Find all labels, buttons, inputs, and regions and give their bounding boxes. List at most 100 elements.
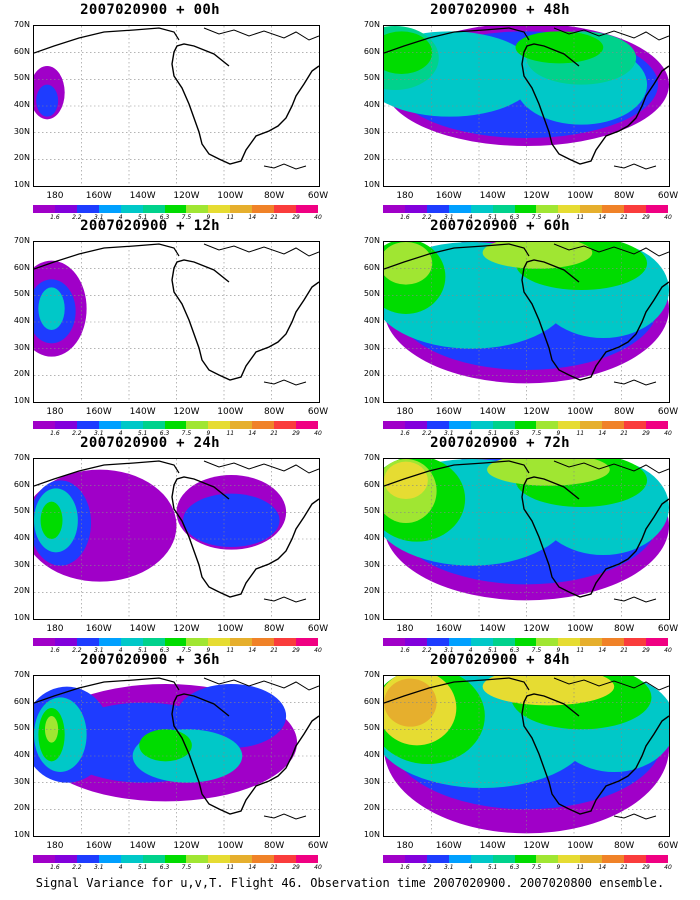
colorbar [383,638,668,646]
colorbar-label: 11 [576,647,585,654]
colorbar-swatch [164,205,187,213]
coastline [384,677,530,704]
map-panel: 2007020900 + 84h 70N 60N 50N 40N 30N 20N 10N 180… [350,652,678,871]
colorbar-label: 2.2 [422,430,432,437]
colorbar-label: 1.6 [400,647,410,654]
colorbar-swatch [120,638,143,646]
colorbar-label: 14 [598,214,607,221]
colorbar-swatch [470,421,493,429]
colorbar-swatch [274,855,297,863]
colorbar-swatch [492,855,515,863]
colorbar-swatch [558,205,581,213]
y-tick-label: 50N [363,723,380,733]
colorbar-label: 11 [576,214,585,221]
colorbar-swatch [164,421,187,429]
y-tick-label: 20N [13,586,30,596]
colorbar-label: 5.1 [137,647,148,654]
colorbar-swatch [448,421,471,429]
y-tick-label: 50N [363,289,380,299]
colorbar [383,421,668,429]
colorbar-label: 5.1 [137,864,148,871]
y-tick-label: 10N [363,830,380,839]
colorbar-swatch [383,205,405,213]
x-tick-label: 60W [307,407,329,417]
colorbar [33,638,318,646]
variance-field [384,459,669,619]
colorbar-label: 9 [556,647,561,654]
colorbar-label: 3.1 [443,647,454,654]
y-tick-label: 10N [363,396,380,405]
colorbar-label: 9 [206,214,211,221]
colorbar-swatch [383,421,405,429]
colorbar-label: 14 [598,864,607,871]
colorbar-swatch [120,421,143,429]
y-tick-label: 70N [363,670,380,679]
y-tick-label: 30N [363,559,380,569]
variance-field [34,676,319,836]
colorbar-swatch [492,421,515,429]
colorbar-swatch [624,421,647,429]
colorbar-swatch [514,205,537,213]
y-tick-label: 50N [13,506,30,516]
colorbar-swatch [98,855,121,863]
colorbar-swatch [448,205,471,213]
y-tick-label: 10N [13,396,30,405]
colorbar-label: 29 [642,647,650,654]
colorbar-label: 1.6 [400,864,410,871]
colorbar-label: 40 [664,864,672,871]
colorbar-label: 11 [226,864,235,871]
y-tick-label: 50N [363,73,380,83]
colorbar-swatch [624,205,647,213]
colorbar-swatch [33,638,55,646]
colorbar-swatch [514,421,537,429]
colorbar-label: 4 [468,214,473,221]
colorbar-label: 4 [468,864,473,871]
map-plot-area [33,458,320,620]
x-tick-label: 120W [173,191,200,201]
y-tick-label: 70N [13,20,30,29]
colorbar-label: 3.1 [93,214,104,221]
colorbar-swatch [624,638,647,646]
colorbar-swatch [470,205,493,213]
colorbar-swatch [426,855,449,863]
x-tick-label: 80W [263,191,285,201]
y-tick-label: 50N [13,723,30,733]
colorbar-swatch [54,205,77,213]
panel-title: 2007020900 + 72h [430,435,570,451]
colorbar-swatch [186,421,209,429]
coastline [384,243,530,270]
colorbar-label: 3.1 [443,430,454,437]
colorbar-swatch [514,638,537,646]
colorbar-label: 3.1 [443,214,454,221]
colorbar-label: 6.3 [159,214,170,221]
variance-contour-fill [487,459,610,486]
map-panel: 2007020900 + 00h 70N 60N 50N 40N 30N 20N 10N 180… [0,2,328,221]
map-panel: 2007020900 + 24h 70N 60N 50N 40N 30N 20N 10N 180… [0,435,328,654]
coastline [613,813,657,820]
colorbar-label: 2.2 [72,864,82,871]
y-tick-label: 40N [13,316,30,325]
colorbar-swatch [76,638,99,646]
colorbar-label: 21 [620,214,628,221]
colorbar-label: 29 [292,214,300,221]
y-tick-label: 60N [13,479,30,489]
colorbar-swatch [602,638,625,646]
colorbar-label: 29 [642,214,650,221]
colorbar-swatch [274,421,297,429]
x-tick-label: 80W [263,407,285,417]
y-tick-label: 30N [13,776,30,786]
colorbar-swatch [448,638,471,646]
colorbar-label: 11 [226,647,235,654]
colorbar-swatch [142,421,165,429]
panel-title: 2007020900 + 24h [80,435,220,451]
x-tick-label: 60W [657,841,679,851]
colorbar-swatch [208,855,231,863]
colorbar-label: 7.5 [531,214,542,221]
coastline [263,379,307,386]
y-tick-label: 60N [13,262,30,272]
colorbar-label: 1.6 [50,864,60,871]
colorbar-swatch [492,638,515,646]
x-tick-label: 140W [129,624,156,634]
colorbar-label: 4 [118,647,123,654]
y-tick-label: 20N [363,586,380,596]
